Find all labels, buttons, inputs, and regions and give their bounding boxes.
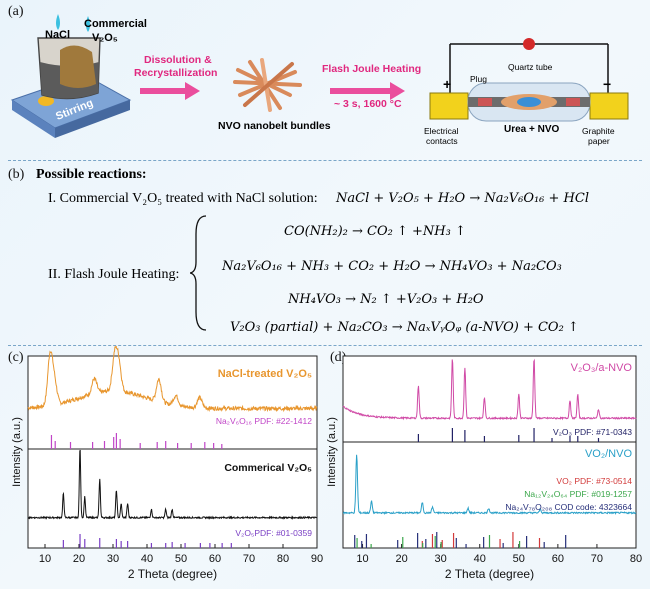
legend-v2o5-ref: V₂O₅PDF: #01-0359 xyxy=(235,528,312,538)
minus-sign: − xyxy=(603,76,612,92)
panel-b-label: (b) xyxy=(8,167,25,182)
legend-na24v78o208-ref: Na₂₄V₇₈O₂₀₈ COD code: 4323664 xyxy=(505,502,632,512)
plot-frame xyxy=(27,355,318,549)
reaction-1-equation: NaCl + V₂O₅ + H₂O → Na₂V₆O₁₆ + HCl xyxy=(336,191,589,206)
x-tick-label: 80 xyxy=(277,553,289,565)
legend-v2o3-ref: V₂O₃ PDF: #71-0343 xyxy=(553,427,632,437)
brace-icon xyxy=(190,215,207,331)
separator-bc xyxy=(8,345,642,346)
step1-line1: Dissolution & xyxy=(144,54,212,66)
electrical-contact-left xyxy=(429,92,469,120)
legend-v2o3-anvo: V₂O₃/a-NVO xyxy=(571,362,633,374)
step2-condition: ~ 3 s, 1600 °C xyxy=(334,98,402,110)
legend-nacl-treated: NaCl-treated V₂O₅ xyxy=(218,368,312,380)
reaction-2-equation-4: V₂O₃ (partial) + Na₂CO₃ → NaₓVᵧOᵩ (a-NVO… xyxy=(230,320,579,335)
x-tick-label: 60 xyxy=(552,553,564,565)
v2o5-drop-icon xyxy=(86,16,90,32)
plot-frame xyxy=(342,355,637,549)
quartz-label: Quartz tube xyxy=(508,62,553,72)
series-line-commercial xyxy=(27,449,318,520)
x-tick-label: 30 xyxy=(435,553,447,565)
x-axis-title: 2 Theta (degree) xyxy=(445,567,534,581)
stir-bar-icon xyxy=(38,96,54,106)
reaction-2-equation-2: Na₂V₆O₁₆ + NH₃ + CO₂ + H₂O → NH₄VO₃ + Na… xyxy=(222,259,562,274)
nacl-label: NaCl xyxy=(45,29,71,41)
panel-c-label: (c) xyxy=(8,350,24,365)
x-tick-label: 60 xyxy=(209,553,221,565)
v2o5-label: V₂O₅ xyxy=(92,32,118,44)
y-axis-title: Intensity (a.u.) xyxy=(11,417,23,487)
x-tick-label: 70 xyxy=(243,553,255,565)
x-tick-label: 70 xyxy=(591,553,603,565)
x-axis-title: 2 Theta (degree) xyxy=(128,567,217,581)
electrical-contact-right xyxy=(589,92,629,120)
x-tick-label: 20 xyxy=(395,553,407,565)
x-tick-label: 40 xyxy=(474,553,486,565)
urea-nvo-label: Urea + NVO xyxy=(504,124,560,135)
series-line-nacl-treated xyxy=(27,346,318,413)
panel-d-label: (d) xyxy=(330,350,347,365)
x-tick-label: 50 xyxy=(175,553,187,565)
step2-label: Flash Joule Heating xyxy=(322,63,422,75)
stir-plate xyxy=(10,74,132,138)
chart-c: 10 20 30 40 50 60 70 80 90 2 Theta (degree) Intens… xyxy=(11,346,323,581)
chart-d: 10 20 30 40 50 60 70 80 2 Theta (degree) Intensit… xyxy=(326,355,642,581)
panel-a-schematic xyxy=(10,14,629,138)
power-source-icon xyxy=(523,38,535,50)
legend-na2v6o16-ref: Na₂V₆O₁₆ PDF: #22-1412 xyxy=(216,416,312,426)
panel-a-label: (a) xyxy=(8,4,24,19)
step1-line2: Recrystallization xyxy=(134,67,218,79)
graphite-label-2: paper xyxy=(588,136,610,146)
y-axis-title: Intensity (a.u.) xyxy=(326,417,338,487)
reaction-2-equation-1: CO(NH₂)₂ → CO₂ ↑ +NH₃ ↑ xyxy=(284,224,466,239)
x-tick-label: 10 xyxy=(39,553,51,565)
nacl-drop-icon xyxy=(56,14,60,30)
legend-commercial: Commerical V₂O₅ xyxy=(224,462,312,474)
reaction-1-label: I. Commercial V₂O₅ treated with NaCl sol… xyxy=(48,191,318,206)
nvo-label: NVO nanobelt bundles xyxy=(218,120,331,132)
commercial-label: Commercial xyxy=(84,18,147,30)
legend-vo2-ref: VO₂ PDF: #73-0514 xyxy=(556,476,632,486)
arrow-icon xyxy=(330,82,405,100)
x-tick-label: 90 xyxy=(311,553,323,565)
x-tick-label: 10 xyxy=(356,553,368,565)
x-tick-label: 80 xyxy=(630,553,642,565)
reaction-2-label: II. Flash Joule Heating: xyxy=(48,267,180,282)
x-tick-label: 50 xyxy=(513,553,525,565)
plug-label: Plug xyxy=(470,74,488,84)
reactions-title: Possible reactions: xyxy=(36,167,147,182)
nanobelt-bundles-icon xyxy=(233,58,302,112)
separator-ab xyxy=(8,160,642,161)
legend-vo2-nvo: VO₂/NVO xyxy=(585,448,633,460)
reaction-2-equation-3: NH₄VO₃ → N₂ ↑ +V₂O₃ + H₂O xyxy=(288,292,484,307)
legend-na12v24o64-ref: Na₁₂V₂₄O₆₄ PDF: #019-1257 xyxy=(524,489,632,499)
x-tick-label: 40 xyxy=(141,553,153,565)
arrow-icon xyxy=(140,82,200,100)
beaker-icon xyxy=(37,37,101,100)
graphite-label-1: Graphite xyxy=(582,126,615,136)
x-tick-label: 30 xyxy=(107,553,119,565)
electrical-label-1: Electrical xyxy=(424,126,459,136)
plus-sign: + xyxy=(443,76,452,92)
fjh-setup xyxy=(429,38,629,122)
series-line-v2o3-anvo xyxy=(342,358,637,421)
x-tick-label: 20 xyxy=(73,553,85,565)
series-line-vo2-nvo xyxy=(342,454,637,515)
electrical-label-2: contacts xyxy=(426,136,458,146)
